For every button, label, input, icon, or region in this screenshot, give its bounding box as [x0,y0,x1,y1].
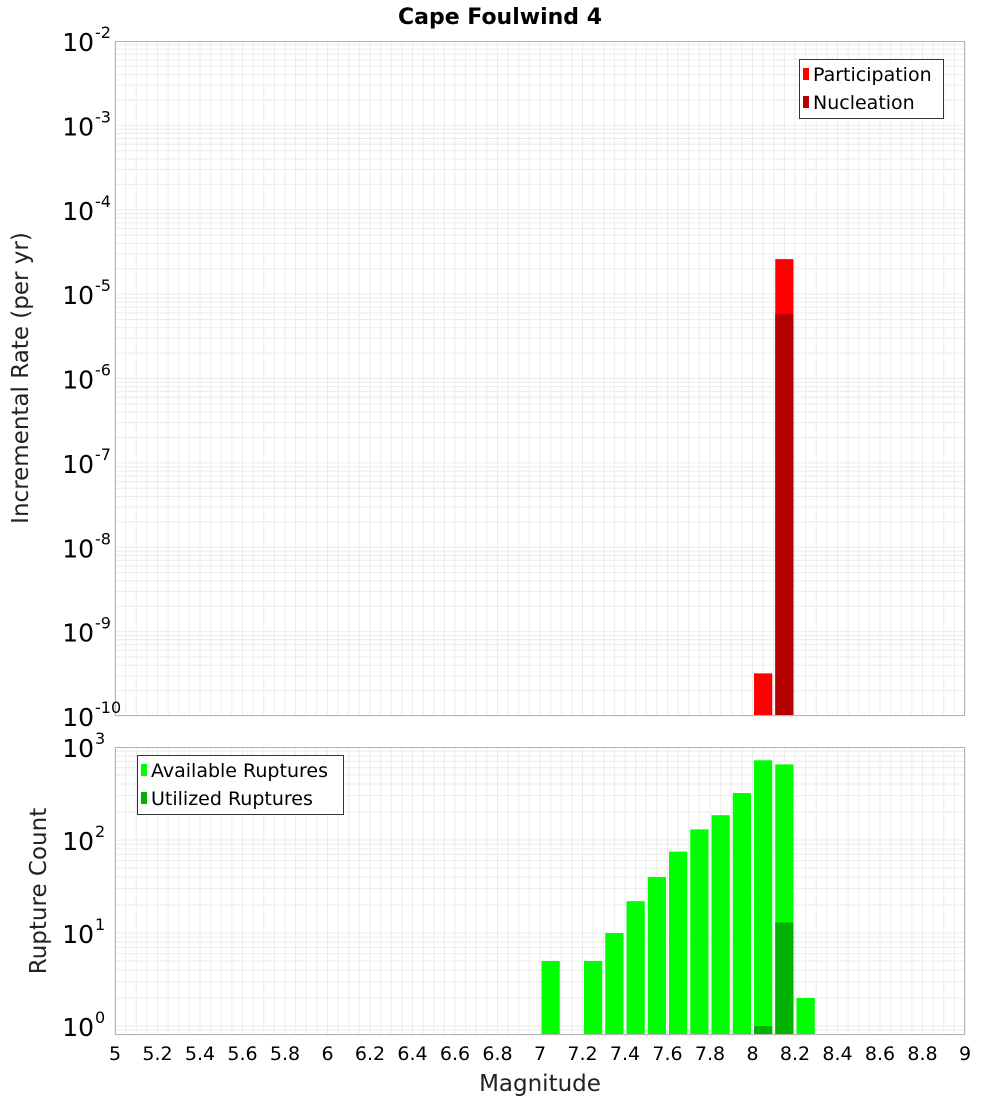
bottom-legend-swatch [141,792,147,804]
bottom-series-1 [754,922,794,1035]
top-y-tick-label: 10 [62,450,94,479]
bottom-bar [605,932,624,1035]
x-tick-label: 6.8 [482,1043,512,1065]
top-legend-swatch [803,68,809,80]
x-tick-label: 5 [109,1043,121,1065]
top-y-tick-label: 10 [62,366,94,395]
bottom-y-tick-exponent: 2 [95,822,105,841]
bottom-bar [754,760,773,1035]
top-y-tick-label: 10 [62,534,94,563]
top-y-tick-exponent: -2 [95,23,111,42]
x-tick-label: 8 [746,1043,758,1065]
top-plot-border [115,41,965,716]
x-tick-label: 8.8 [907,1043,937,1065]
bottom-plot-border [115,747,965,1035]
bottom-legend-box [137,755,344,815]
top-y-tick-label: 10 [62,197,94,226]
x-tick-label: 6.2 [355,1043,385,1065]
bottom-y-tick-exponent: 0 [95,1008,105,1027]
top-y-tick-label: 10 [62,619,94,648]
x-tick-label: 7 [534,1043,546,1065]
bottom-legend-label: Available Ruptures [151,760,328,782]
top-y-tick-exponent: -4 [95,192,111,211]
bottom-bar [732,793,751,1035]
bottom-gridlines [114,747,966,1036]
top-y-axis-label: Incremental Rate (per yr) [8,232,34,524]
x-tick-label: 7.6 [652,1043,682,1065]
x-tick-label: 6 [321,1043,333,1065]
x-tick-label: 7.4 [610,1043,640,1065]
bottom-y-tick-label: 10 [62,920,94,949]
x-tick-label: 7.2 [567,1043,597,1065]
x-tick-label: 6.6 [440,1043,470,1065]
top-y-tick-exponent: -7 [95,445,111,464]
top-legend-label: Nucleation [813,92,915,114]
top-legend-box [799,59,944,119]
x-tick-label: 6.4 [397,1043,427,1065]
top-bar [775,314,794,716]
top-y-tick-label: 10 [62,281,94,310]
bottom-bar [690,829,709,1035]
bottom-bar [775,922,794,1035]
top-legend-label: Participation [813,64,932,86]
x-tick-label: 7.8 [695,1043,725,1065]
bottom-legend-swatch [141,764,147,776]
bottom-y-axis-label: Rupture Count [26,808,52,974]
x-tick-label: 5.6 [227,1043,257,1065]
top-gridlines [114,41,966,717]
x-tick-label: 5.8 [270,1043,300,1065]
top-bar [754,673,773,716]
bottom-y-tick-label: 10 [62,734,94,763]
top-y-tick-exponent: -6 [95,361,111,380]
top-y-tick-label: 10 [62,28,94,57]
top-series-1 [775,314,794,716]
x-tick-label: 9 [959,1043,971,1065]
bottom-y-tick-label: 10 [62,827,94,856]
x-axis-label: Magnitude [479,1071,601,1097]
x-tick-label: 8.4 [822,1043,852,1065]
bottom-bar [754,1025,773,1035]
bottom-legend-label: Utilized Ruptures [151,788,313,810]
bottom-bar [669,851,688,1035]
top-y-tick-exponent: -10 [95,698,121,717]
x-tick-label: 8.2 [780,1043,810,1065]
top-legend: Participation Nucleation [799,59,944,119]
bottom-bar [796,997,815,1035]
top-y-tick-label: 10 [62,112,94,141]
top-y-tick-exponent: -8 [95,529,111,548]
bottom-bar [647,877,666,1035]
top-y-tick-exponent: -9 [95,614,111,633]
top-y-tick-label: 10 [62,703,94,732]
x-tick-label: 8.6 [865,1043,895,1065]
bottom-bar [711,815,730,1035]
bottom-y-tick-exponent: 3 [95,729,105,748]
top-plot-panel: 10-210-310-410-510-610-710-810-910 -10Par… [62,23,966,732]
bottom-legend: Available Ruptures Utilized Ruptures [137,755,344,815]
top-y-tick-exponent: -5 [95,276,111,295]
top-y-tick-exponent: -3 [95,107,111,126]
chart-title: Cape Foulwind 4 [398,5,602,30]
bottom-bar [584,960,603,1035]
bottom-bar [541,960,560,1035]
top-y-tick-labels: 10-210-310-410-510-610-710-810-910-10 [62,23,121,732]
x-tick-labels: 5 5.2 5.4 5.6 5.8 6 6.2 6.4 6.6 6.8 7 7.2 7.4 7.6 7.8 8… [109,1043,971,1065]
bottom-y-tick-label: 10 [62,1013,94,1042]
bottom-bar [626,901,645,1035]
x-tick-label: 5.2 [142,1043,172,1065]
bottom-y-tick-exponent: 1 [95,915,105,934]
x-tick-label: 5.4 [185,1043,215,1065]
top-legend-swatch [803,96,809,108]
